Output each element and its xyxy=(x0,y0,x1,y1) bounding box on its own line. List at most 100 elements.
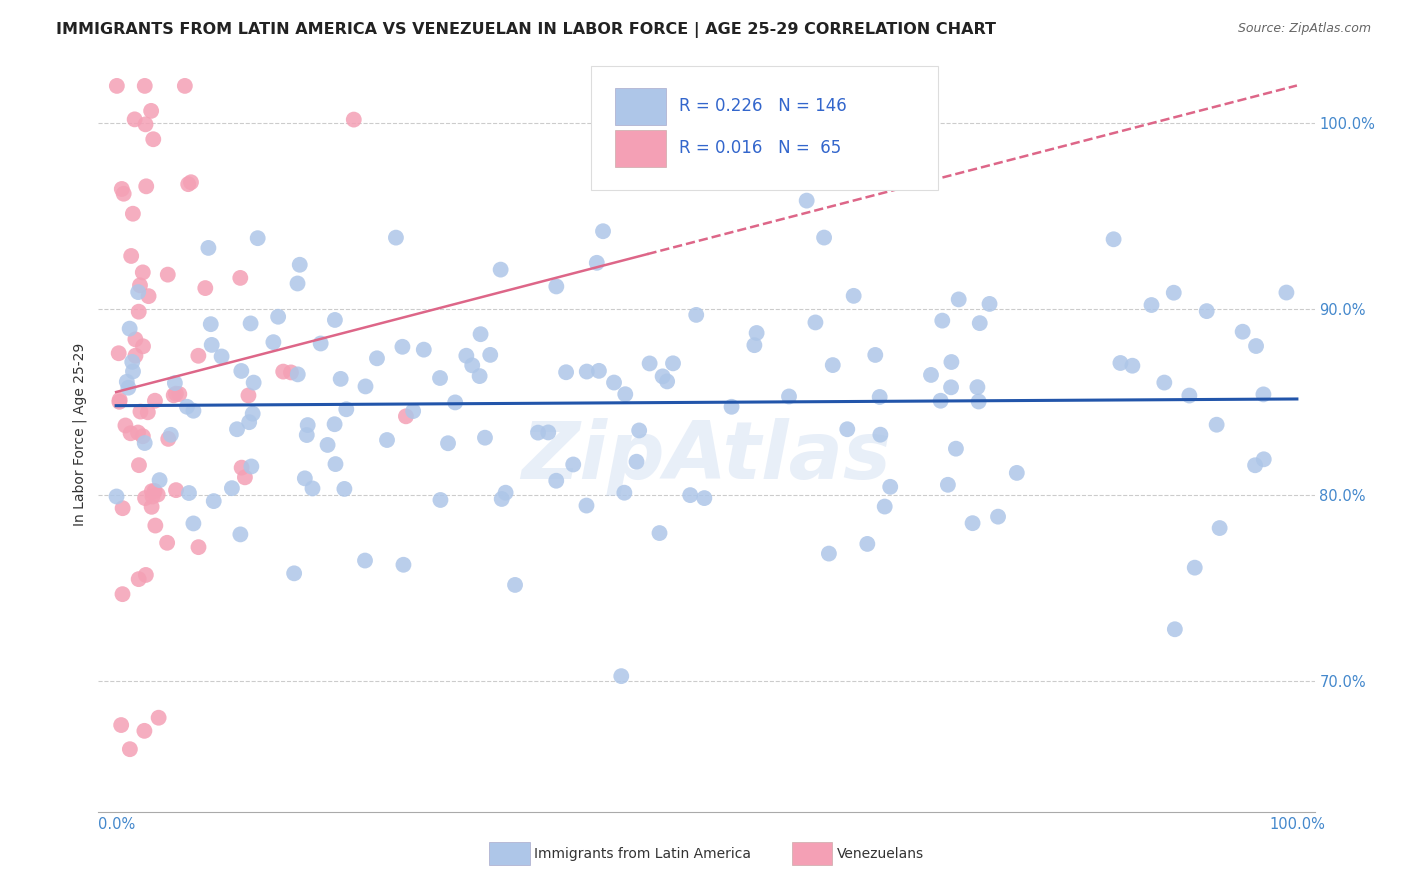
Point xyxy=(402,404,425,418)
Point xyxy=(1140,298,1163,312)
Point xyxy=(489,262,512,277)
Point xyxy=(229,271,252,285)
Point xyxy=(936,477,959,491)
Point xyxy=(122,364,145,378)
Point xyxy=(134,117,156,131)
Point xyxy=(107,346,129,360)
Point xyxy=(111,182,134,196)
Point xyxy=(329,372,352,386)
Point xyxy=(745,326,768,340)
Point xyxy=(134,723,156,738)
Point xyxy=(295,428,318,442)
Point xyxy=(201,338,224,352)
Text: Immigrants from Latin America: Immigrants from Latin America xyxy=(534,847,751,861)
Point xyxy=(527,425,550,440)
Point xyxy=(837,422,859,436)
Point xyxy=(873,500,896,514)
Point xyxy=(1184,560,1206,574)
Point xyxy=(294,471,316,485)
Point xyxy=(503,578,526,592)
Point xyxy=(287,368,309,382)
Point xyxy=(1153,376,1175,390)
Point xyxy=(335,402,357,417)
Point xyxy=(115,375,138,389)
Point xyxy=(966,380,988,394)
Point xyxy=(177,486,200,500)
Point xyxy=(468,369,491,384)
Point xyxy=(495,485,517,500)
Point xyxy=(173,78,195,93)
Point xyxy=(124,349,146,363)
Point xyxy=(134,491,156,505)
Point xyxy=(1205,417,1227,432)
Point xyxy=(297,418,319,433)
Point xyxy=(132,339,155,353)
Point xyxy=(165,483,187,497)
Point xyxy=(135,568,157,582)
Point xyxy=(183,516,205,531)
Point xyxy=(962,516,984,531)
Point xyxy=(385,230,408,244)
Point xyxy=(614,387,637,401)
Point xyxy=(138,289,160,303)
Point xyxy=(122,207,145,221)
Point xyxy=(354,379,377,393)
Point xyxy=(546,474,568,488)
Text: R = 0.226   N = 146: R = 0.226 N = 146 xyxy=(679,97,846,115)
Point xyxy=(287,277,309,291)
Point xyxy=(163,388,186,402)
Point xyxy=(134,436,156,450)
Point xyxy=(1121,359,1143,373)
Point xyxy=(143,393,166,408)
Point xyxy=(865,348,887,362)
Point xyxy=(112,186,135,201)
Point xyxy=(156,268,179,282)
Point xyxy=(842,289,865,303)
Point xyxy=(316,438,339,452)
Point xyxy=(142,132,165,146)
Point xyxy=(856,537,879,551)
Text: IMMIGRANTS FROM LATIN AMERICA VS VENEZUELAN IN LABOR FORCE | AGE 25-29 CORRELATI: IMMIGRANTS FROM LATIN AMERICA VS VENEZUE… xyxy=(56,22,997,38)
Point xyxy=(177,177,200,191)
Point xyxy=(1244,458,1267,473)
Point xyxy=(121,355,143,369)
Point xyxy=(323,313,346,327)
Point xyxy=(1232,325,1254,339)
Point xyxy=(555,365,578,379)
Point xyxy=(143,518,166,533)
Point xyxy=(280,366,302,380)
Point xyxy=(143,483,166,498)
Point xyxy=(685,308,707,322)
Point xyxy=(176,400,198,414)
Point xyxy=(939,380,962,394)
Point xyxy=(211,350,233,364)
Point xyxy=(105,490,128,504)
Point xyxy=(110,718,132,732)
Point xyxy=(283,566,305,581)
Point xyxy=(105,78,128,93)
Point xyxy=(129,404,152,418)
Point xyxy=(134,78,156,93)
Point xyxy=(169,387,191,401)
Point xyxy=(948,293,970,307)
Point xyxy=(628,424,651,438)
Point xyxy=(821,358,844,372)
Point xyxy=(491,491,513,506)
Point xyxy=(562,458,585,472)
Point xyxy=(969,316,991,330)
Point xyxy=(720,400,742,414)
Point xyxy=(149,473,172,487)
Point xyxy=(575,365,598,379)
Point xyxy=(366,351,388,366)
Point xyxy=(603,376,626,390)
Point xyxy=(135,179,157,194)
Point xyxy=(229,527,252,541)
Point xyxy=(141,490,163,504)
Point xyxy=(262,335,284,350)
Point xyxy=(879,480,901,494)
Point xyxy=(120,249,142,263)
Point xyxy=(613,485,636,500)
Point xyxy=(804,315,827,329)
Point xyxy=(537,425,560,440)
Point xyxy=(187,349,209,363)
